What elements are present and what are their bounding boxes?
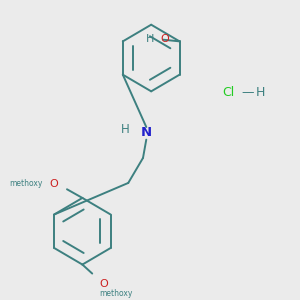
Text: O: O	[49, 179, 58, 189]
Text: O: O	[99, 279, 108, 289]
Text: Cl: Cl	[223, 86, 235, 100]
Text: O: O	[160, 34, 169, 44]
Text: H: H	[121, 123, 129, 136]
Text: methoxy: methoxy	[10, 179, 43, 188]
Text: H: H	[256, 86, 266, 100]
Text: —: —	[238, 86, 259, 100]
Text: N: N	[141, 127, 152, 140]
Text: H: H	[146, 34, 154, 44]
Text: methoxy: methoxy	[99, 289, 133, 298]
